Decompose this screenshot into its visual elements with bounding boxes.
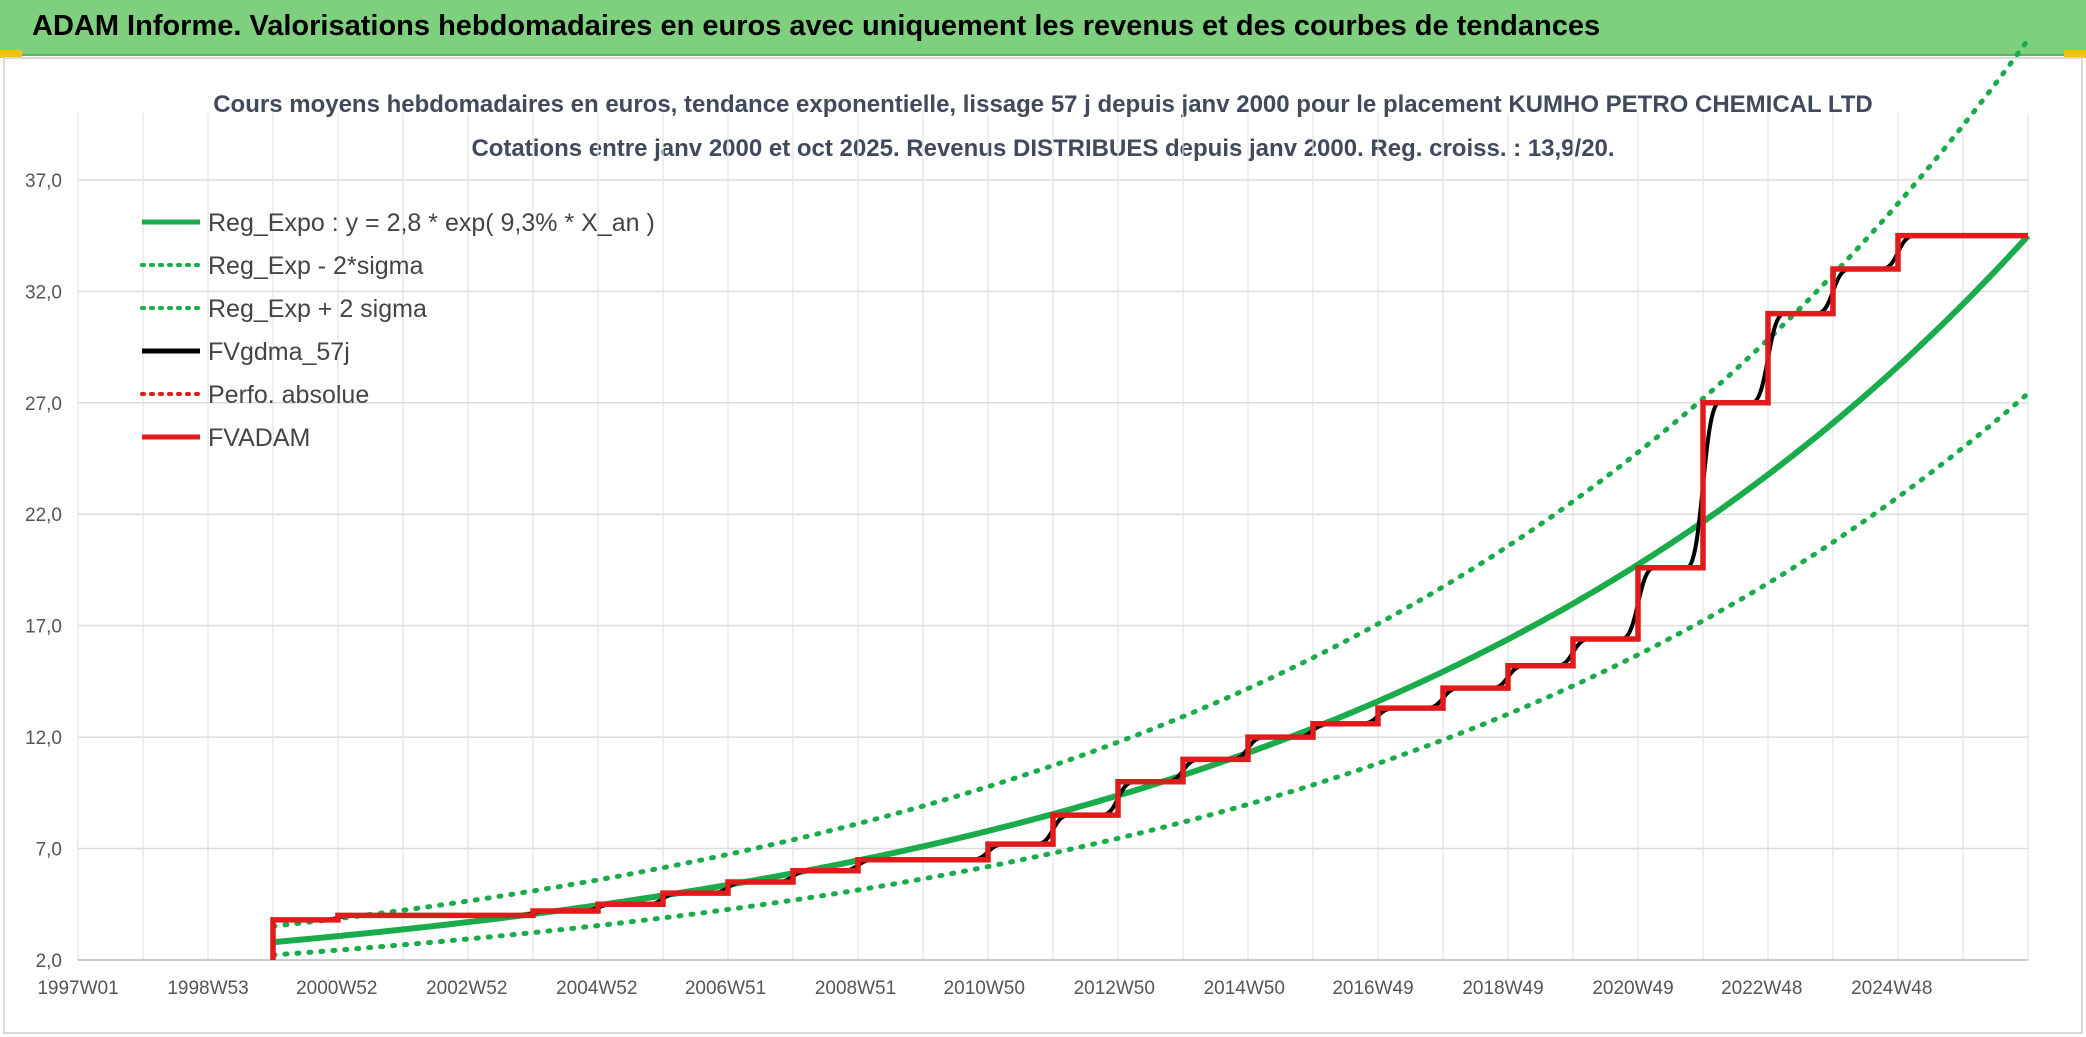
y-tick-label: 17,0 [25,617,62,638]
series-fvgdma-57j [273,233,2028,922]
y-tick-label: 32,0 [25,282,62,303]
x-tick-label: 2018W49 [1462,978,1543,999]
grid [77,113,2029,961]
x-tick-label: 2006W51 [685,978,766,999]
x-tick-label: 2012W50 [1074,978,1155,999]
legend-label: Reg_Exp - 2*sigma [208,252,423,280]
series-reg-exp-plus-2-sigma [270,37,2031,929]
series-fvadam [270,232,2028,960]
y-tick-label: 7,0 [36,840,62,861]
corner-marker-left [0,50,22,58]
x-tick-label: 2016W49 [1332,978,1413,999]
legend-label: Reg_Expo : y = 2,8 * exp( 9,3% * X_an ) [208,209,655,237]
x-tick-label: 2008W51 [815,978,896,999]
x-tick-label: 2020W49 [1592,978,1673,999]
x-tick-label: 2024W48 [1851,978,1932,999]
y-tick-label: 12,0 [25,728,62,749]
x-axis-ticks: 1997W01 1998W53 2000W52 2002W52 2004W52 2006W… [37,978,1932,999]
y-tick-label: 22,0 [25,505,62,526]
legend-label: Perfo. absolue [208,381,369,409]
chart-frame [3,57,2083,1034]
banner-title: ADAM Informe. Valorisations hebdomadaire… [32,10,1601,42]
x-tick-label: 2004W52 [556,978,637,999]
series-reg-exp-minus-2-sigma [270,390,2031,958]
plot-lines [270,37,2031,960]
x-tick-label: 2022W48 [1721,978,1802,999]
x-tick-label: 2002W52 [426,978,507,999]
x-tick-label: 2010W50 [944,978,1025,999]
legend-label: Reg_Exp + 2 sigma [208,295,427,323]
y-tick-label: 27,0 [25,394,62,415]
y-axis-ticks: 2,0 7,0 12,0 17,0 22,0 27,0 32,0 37,0 [25,171,62,972]
y-tick-label: 2,0 [36,951,62,972]
x-tick-label: 1997W01 [37,978,118,999]
x-tick-label: 1998W53 [167,978,248,999]
chart-title: Cours moyens hebdomadaires en euros, ten… [213,91,1873,118]
legend: Reg_Expo : y = 2,8 * exp( 9,3% * X_an ) R… [140,209,655,452]
header-banner: ADAM Informe. Valorisations hebdomadaire… [0,0,2086,56]
chart-subtitle: Cotations entre janv 2000 et oct 2025. R… [471,135,1614,162]
corner-marker-right [2064,50,2086,58]
legend-label: FVgdma_57j [208,338,350,366]
legend-label: FVADAM [208,424,310,452]
x-tick-label: 2014W50 [1204,978,1285,999]
x-tick-label: 2000W52 [296,978,377,999]
y-tick-label: 37,0 [25,171,62,192]
